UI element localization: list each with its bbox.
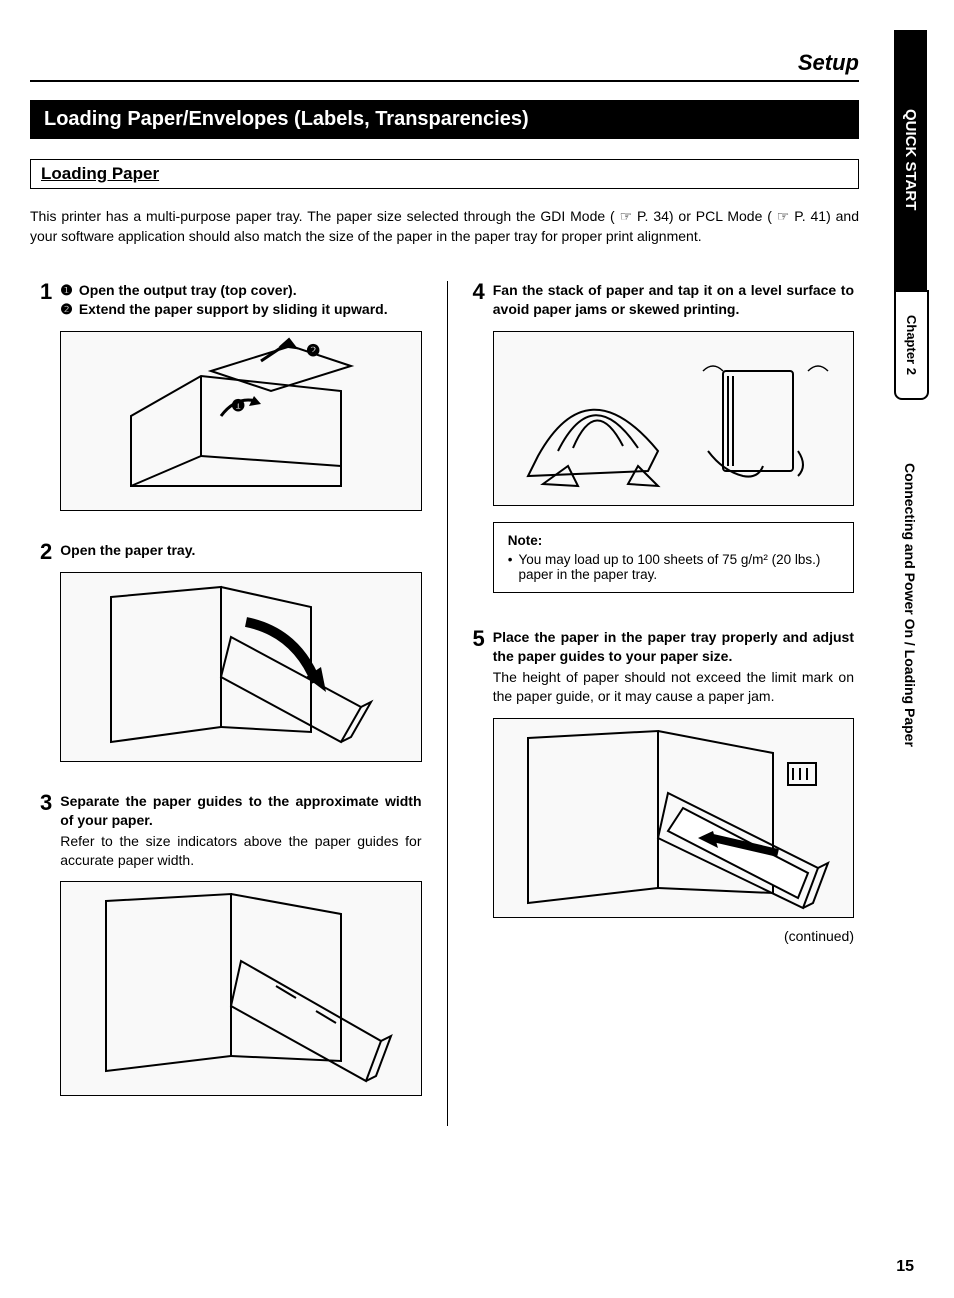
illustration-step-1: ❶ ❷ [60,331,421,511]
illustration-step-5 [493,718,854,918]
continued-label: (continued) [493,928,854,944]
illus-mark-2: ❷ [306,343,320,360]
note-title: Note: [508,533,839,548]
step-2-title: Open the paper tray. [60,541,421,560]
step-body: Fan the stack of paper and tap it on a l… [493,281,854,593]
step-5-title: Place the paper in the paper tray proper… [493,628,854,666]
bullet-mark-1: ❶ [60,281,73,300]
two-column-layout: 1 ❶ Open the output tray (top cover). ❷ … [30,281,859,1126]
main-content: Loading Paper/Envelopes (Labels, Transpa… [30,100,859,1126]
step-number: 4 [473,281,485,303]
note-box: Note: • You may load up to 100 sheets of… [493,522,854,593]
step-3-sub: Refer to the size indicators above the p… [60,832,421,870]
page-title: Setup [30,50,859,82]
step-5-sub: The height of paper should not exceed th… [493,668,854,706]
illustration-step-4 [493,331,854,506]
step-4-title: Fan the stack of paper and tap it on a l… [493,281,854,319]
step-1-line-2: Extend the paper support by sliding it u… [79,300,388,319]
tab-section: Connecting and Power On / Loading Paper [894,400,926,820]
page-header: Setup [30,50,859,82]
note-bullet: • [508,552,513,582]
step-3: 3 Separate the paper guides to the appro… [40,792,422,1097]
bullet-mark-2: ❷ [60,300,73,319]
subsection-heading: Loading Paper [30,159,859,189]
step-body: Separate the paper guides to the approxi… [60,792,421,1097]
step-4: 4 Fan the stack of paper and tap it on a… [473,281,855,593]
note-text: You may load up to 100 sheets of 75 g/m²… [518,552,839,582]
tab-quick-start: QUICK START [894,30,927,290]
page-number: 15 [896,1258,914,1276]
step-3-title: Separate the paper guides to the approxi… [60,792,421,830]
section-heading: Loading Paper/Envelopes (Labels, Transpa… [30,100,859,139]
step-body: Open the paper tray. [60,541,421,762]
step-2: 2 Open the paper tray. [40,541,422,762]
step-5: 5 Place the paper in the paper tray prop… [473,628,855,944]
side-tab-container: QUICK START Chapter 2 Connecting and Pow… [894,30,954,820]
step-number: 5 [473,628,485,650]
step-body: Place the paper in the paper tray proper… [493,628,854,944]
column-right: 4 Fan the stack of paper and tap it on a… [448,281,860,1126]
step-number: 2 [40,541,52,563]
tab-chapter: Chapter 2 [894,290,929,400]
column-left: 1 ❶ Open the output tray (top cover). ❷ … [30,281,448,1126]
step-1-line-1: Open the output tray (top cover). [79,281,297,300]
intro-paragraph: This printer has a multi-purpose paper t… [30,207,859,246]
illustration-step-3 [60,881,421,1096]
illustration-step-2 [60,572,421,762]
step-number: 3 [40,792,52,814]
step-number: 1 [40,281,52,303]
step-body: ❶ Open the output tray (top cover). ❷ Ex… [60,281,421,511]
step-1: 1 ❶ Open the output tray (top cover). ❷ … [40,281,422,511]
